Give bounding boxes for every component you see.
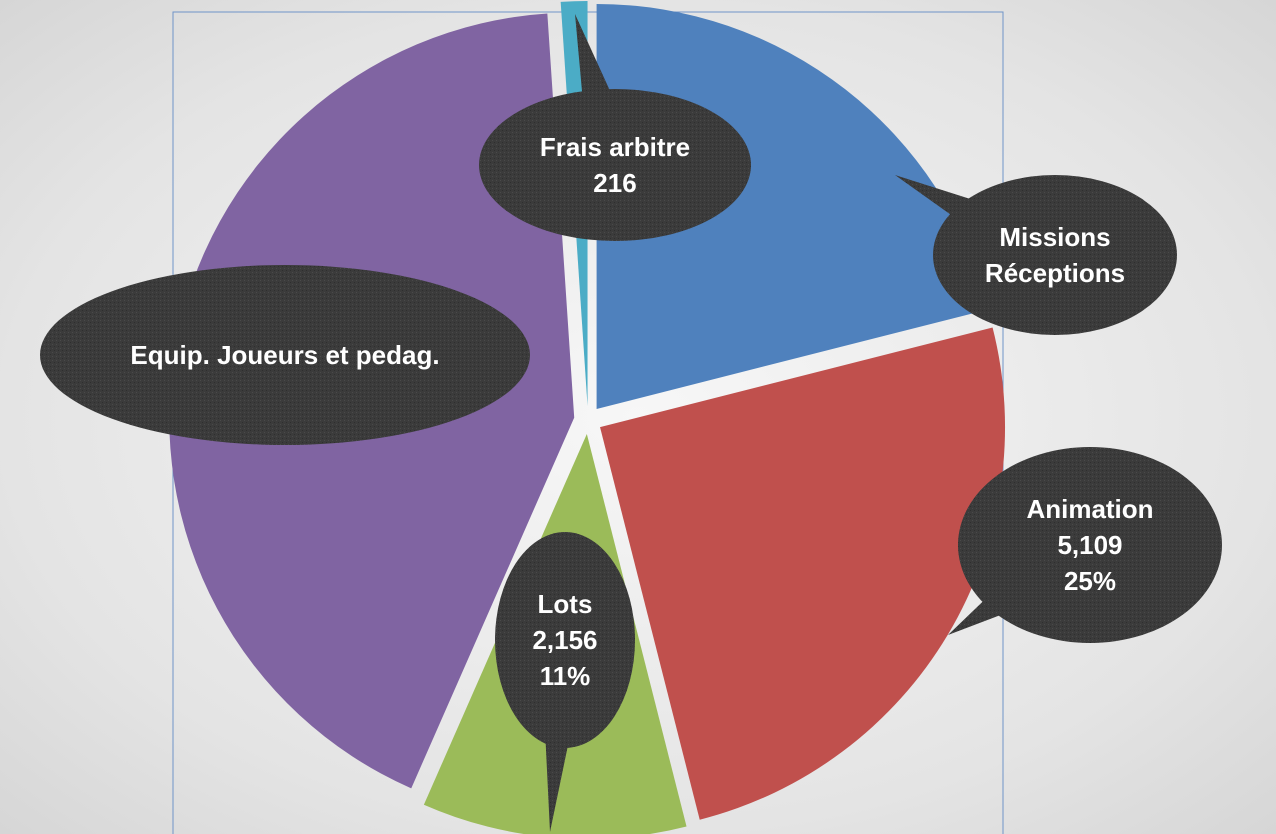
callout — [40, 265, 530, 445]
pie-slice — [600, 327, 1006, 820]
data-label: Lots 2,156 11% — [505, 586, 625, 694]
category-label: Lots — [537, 589, 593, 619]
callout — [495, 532, 635, 832]
pie — [169, 1, 1006, 834]
callout-bubble — [958, 447, 1222, 643]
value-label: 5,109 — [1057, 530, 1123, 560]
callout — [895, 175, 1177, 335]
category-label: Equip. Joueurs et pedag. — [130, 340, 440, 370]
callout — [948, 447, 1222, 643]
percent-label: 11% — [539, 661, 591, 691]
callout-bubble — [933, 175, 1177, 335]
category-label: Frais arbitre — [539, 132, 691, 162]
callout-bubble — [479, 89, 751, 241]
data-label: Equip. Joueurs et pedag. — [125, 337, 445, 373]
data-label: Animation 5,109 25% — [980, 491, 1200, 599]
callout-bubble — [495, 532, 635, 748]
value-label: 216 — [593, 168, 637, 198]
callout-bubble — [40, 265, 530, 445]
category-label: Missions Réceptions — [984, 222, 1126, 288]
callout — [479, 14, 751, 241]
percent-label: 25% — [1063, 566, 1117, 596]
data-label: Frais arbitre 216 — [495, 129, 735, 201]
category-label: Animation — [1026, 494, 1154, 524]
data-label: Missions Réceptions — [955, 219, 1155, 291]
callouts — [40, 14, 1222, 832]
value-label: 2,156 — [532, 625, 598, 655]
